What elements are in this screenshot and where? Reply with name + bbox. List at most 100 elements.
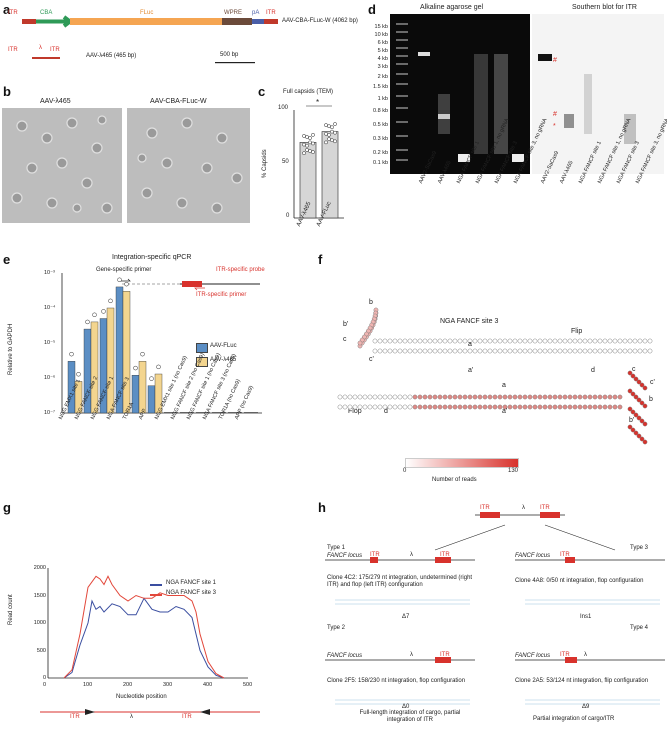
- f-nucleotide: [492, 338, 498, 344]
- c-dot: [302, 151, 306, 156]
- f-nucleotide: [582, 394, 588, 400]
- panel-label-g: g: [3, 500, 11, 515]
- h-top-itr1: ITR: [480, 505, 490, 511]
- g-legend-line-1: [150, 594, 162, 596]
- f-color-scale: [405, 458, 519, 468]
- f-nucleotide: [592, 404, 598, 410]
- f-nucleotide: [357, 404, 363, 410]
- f-nucleotide: [512, 348, 518, 354]
- d-ladder-13: 0.1 kb: [373, 160, 388, 166]
- f-nucleotide: [387, 404, 393, 410]
- e-legend-label-1: AAV-λ465: [210, 357, 237, 363]
- g-xtick-3: 300: [163, 682, 173, 688]
- f-nucleotide: [367, 394, 373, 400]
- h-type2-locus: FANCF locus: [327, 653, 363, 659]
- f-nucleotide: [467, 338, 473, 344]
- f-nucleotide: [387, 338, 393, 344]
- c-dot: [327, 137, 331, 142]
- f-nucleotide: [602, 348, 608, 354]
- construct-diagram: [22, 15, 278, 64]
- f-nucleotide: [607, 394, 613, 400]
- f-label-a2-prime: a': [502, 408, 508, 415]
- h-top-itr2: ITR: [540, 505, 550, 511]
- f-nucleotide: [562, 394, 568, 400]
- d-gel-title: Alkaline agarose gel: [420, 4, 484, 11]
- f-nucleotide: [542, 338, 548, 344]
- f-nucleotide: [462, 338, 468, 344]
- f-nucleotide: [567, 338, 573, 344]
- c-dot: [302, 142, 306, 147]
- f-nucleotide: [362, 394, 368, 400]
- g-ytick-2: 1000: [33, 620, 46, 626]
- e-itr-probe: ITR-specific probe: [216, 267, 265, 273]
- f-nucleotide: [337, 394, 343, 400]
- c-dot: [305, 143, 309, 148]
- a-itr4-label: ITR: [50, 47, 60, 53]
- f-nucleotide: [507, 348, 513, 354]
- h-type2-clone: Clone 2F5: 158/230 nt integration, flop …: [327, 678, 466, 684]
- d-ladder-2: 6 kb: [377, 40, 388, 46]
- f-nucleotide: [612, 404, 618, 410]
- e-chart: [61, 273, 262, 414]
- c-dot: [333, 130, 337, 135]
- panel-label-h: h: [318, 500, 326, 515]
- f-nucleotide: [547, 404, 553, 410]
- h-top-lambda: λ: [522, 505, 525, 511]
- d-ladder-9: 0.8 kb: [373, 108, 388, 114]
- f-nucleotide: [587, 338, 593, 344]
- f-nucleotide: [630, 373, 636, 379]
- c-ytick-50: 50: [282, 159, 289, 165]
- f-nucleotide: [397, 394, 403, 400]
- a-scale-label: 500 bp: [220, 52, 239, 58]
- a-cba-label: CBA: [40, 10, 53, 16]
- e-dot: [92, 312, 97, 318]
- d-ladder-0: 15 kb: [374, 24, 388, 30]
- f-nucleotide: [639, 382, 645, 388]
- f-nucleotide: [612, 394, 618, 400]
- f-nucleotide: [432, 404, 438, 410]
- f-nucleotide: [636, 433, 642, 439]
- f-nucleotide: [362, 404, 368, 410]
- f-nucleotide: [627, 348, 633, 354]
- c-bar-0: [299, 142, 317, 219]
- f-nucleotide: [632, 348, 638, 354]
- f-scale-min: 0: [403, 468, 407, 474]
- g-legend-line-0: [150, 584, 162, 586]
- e-dot: [117, 277, 122, 283]
- f-nucleotide: [372, 338, 378, 344]
- f-nucleotide: [622, 348, 628, 354]
- g-line-0: [63, 597, 225, 679]
- f-nucleotide: [377, 394, 383, 400]
- f-nucleotide: [382, 404, 388, 410]
- f-nucleotide: [397, 348, 403, 354]
- f-nucleotide: [342, 404, 348, 410]
- e-legend-label-0: AAV-FLuc: [210, 343, 237, 349]
- f-nucleotide: [412, 338, 418, 344]
- f-nucleotide: [567, 394, 573, 400]
- e-dot: [76, 371, 81, 377]
- c-dot: [333, 122, 337, 126]
- c-significance-star: *: [316, 98, 320, 107]
- tem-image-fluc: [127, 108, 250, 223]
- c-dot: [311, 141, 315, 146]
- f-nucleotide: [382, 338, 388, 344]
- g-xtick-0: 0: [43, 682, 47, 688]
- f-nucleotide: [537, 338, 543, 344]
- f-nucleotide: [532, 338, 538, 344]
- f-nucleotide: [647, 348, 653, 354]
- alkaline-gel-image: [390, 14, 530, 174]
- c-dot: [324, 123, 328, 127]
- f-nucleotide: [562, 338, 568, 344]
- c-dot: [308, 149, 312, 153]
- g-line-1: [63, 575, 225, 679]
- f-nucleotide: [557, 338, 563, 344]
- f-nucleotide: [642, 338, 648, 344]
- f-nucleotide: [522, 394, 528, 400]
- h-caption-left: Full-length integration of cargo, partia…: [359, 710, 461, 723]
- f-nucleotide: [397, 404, 403, 410]
- h-type1-lambda: λ: [410, 552, 413, 558]
- h-type4-delta: Δ9: [582, 704, 590, 710]
- c-title: Full capsids (TEM): [283, 89, 334, 95]
- fluc-bar: [70, 18, 222, 25]
- c-dot: [330, 138, 334, 143]
